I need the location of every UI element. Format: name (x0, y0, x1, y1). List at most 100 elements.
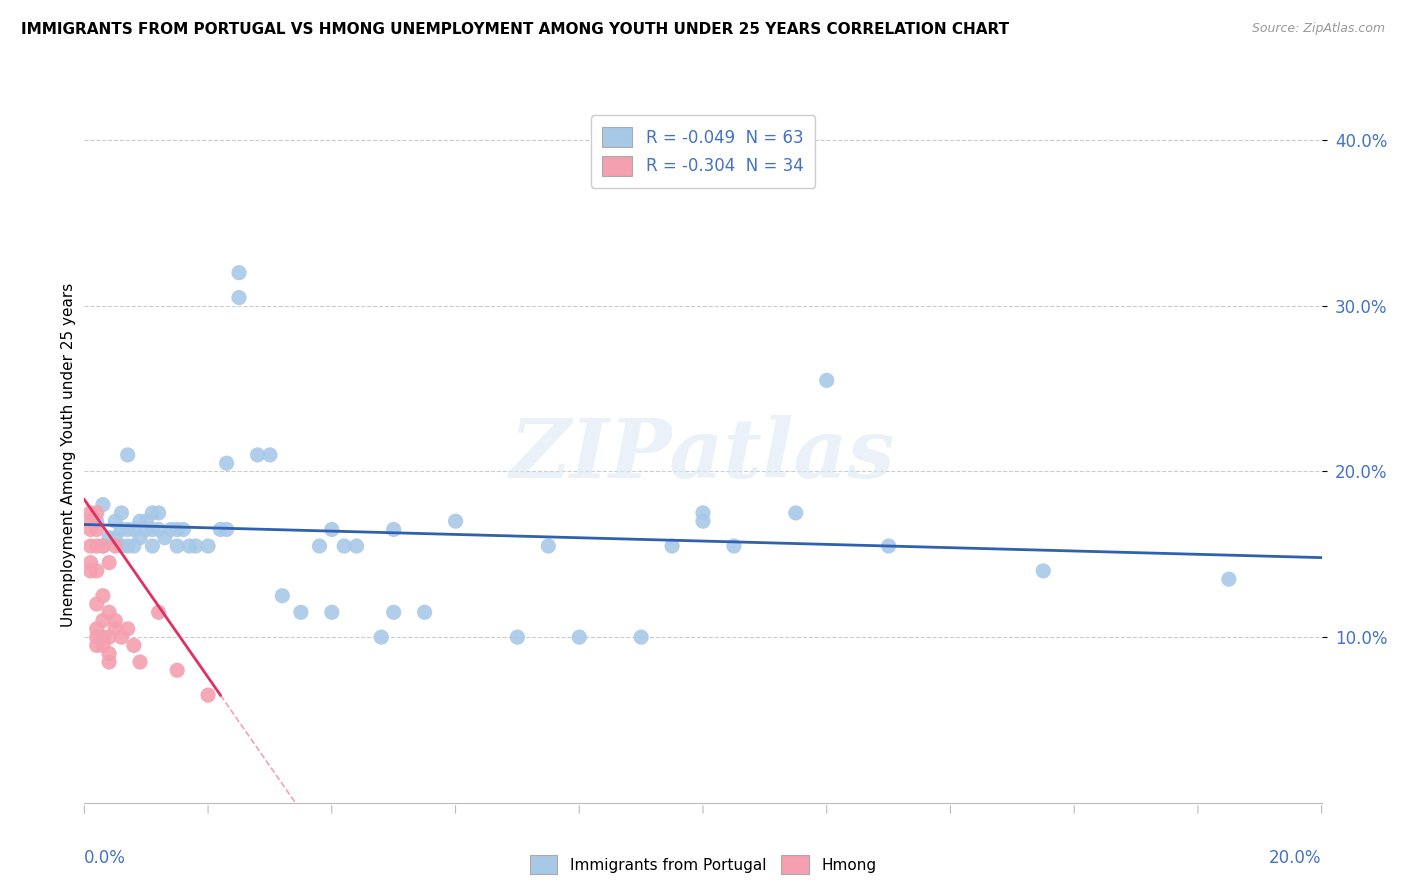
Point (444, 514, 467, 528)
Text: IMMIGRANTS FROM PORTUGAL VS HMONG UNEMPLOYMENT AMONG YOUTH UNDER 25 YEARS CORREL: IMMIGRANTS FROM PORTUGAL VS HMONG UNEMPL… (21, 22, 1010, 37)
Point (537, 539, 560, 553)
Legend: Immigrants from Portugal, Hmong: Immigrants from Portugal, Hmong (523, 849, 883, 880)
Point (110, 630, 132, 644)
Point (98, 647, 121, 661)
Point (568, 630, 591, 644)
Point (661, 539, 683, 553)
Point (91, 589, 114, 603)
Point (91, 630, 114, 644)
Point (321, 523, 343, 537)
Point (79, 514, 101, 528)
Point (148, 605, 170, 619)
Point (209, 523, 232, 537)
Point (166, 663, 188, 677)
Text: ZIPatlas: ZIPatlas (510, 415, 896, 495)
Point (110, 523, 132, 537)
Point (370, 630, 392, 644)
Point (91, 539, 114, 553)
Point (141, 506, 163, 520)
Point (382, 523, 405, 537)
Point (197, 539, 219, 553)
Point (104, 531, 127, 545)
Point (122, 639, 145, 653)
Point (815, 373, 838, 387)
Point (153, 531, 176, 545)
Legend: R = -0.049  N = 63, R = -0.304  N = 34: R = -0.049 N = 63, R = -0.304 N = 34 (591, 115, 815, 187)
Point (79, 506, 101, 520)
Point (91, 539, 114, 553)
Point (86, 564, 108, 578)
Text: Source: ZipAtlas.com: Source: ZipAtlas.com (1251, 22, 1385, 36)
Point (86, 622, 108, 636)
Point (122, 523, 145, 537)
Text: 20.0%: 20.0% (1270, 849, 1322, 867)
Point (98, 655, 121, 669)
Point (630, 630, 652, 644)
Point (117, 539, 139, 553)
Point (117, 523, 139, 537)
Point (246, 448, 269, 462)
Point (506, 630, 529, 644)
Point (877, 539, 900, 553)
Point (104, 514, 127, 528)
Point (184, 539, 207, 553)
Point (692, 514, 714, 528)
Point (346, 539, 368, 553)
Point (104, 622, 127, 636)
Point (91, 498, 114, 512)
Point (98, 630, 121, 644)
Point (141, 539, 163, 553)
Point (215, 523, 238, 537)
Point (79, 539, 101, 553)
Point (129, 655, 152, 669)
Point (129, 531, 152, 545)
Point (321, 605, 343, 619)
Point (785, 506, 807, 520)
Point (91, 614, 114, 628)
Point (166, 523, 188, 537)
Point (86, 630, 108, 644)
Point (179, 539, 201, 553)
Point (117, 448, 139, 462)
Point (259, 448, 281, 462)
Point (110, 506, 132, 520)
Point (86, 523, 108, 537)
Point (86, 539, 108, 553)
Point (382, 605, 405, 619)
Point (160, 523, 183, 537)
Point (333, 539, 356, 553)
Point (104, 539, 127, 553)
Point (141, 523, 163, 537)
Point (129, 514, 152, 528)
Point (79, 556, 101, 570)
Point (110, 539, 132, 553)
Point (166, 539, 188, 553)
Point (172, 523, 194, 537)
Point (91, 639, 114, 653)
Text: 0.0%: 0.0% (84, 849, 127, 867)
Point (135, 514, 157, 528)
Point (86, 597, 108, 611)
Point (1032, 564, 1054, 578)
Point (135, 523, 157, 537)
Point (104, 614, 127, 628)
Point (79, 523, 101, 537)
Point (692, 506, 714, 520)
Point (308, 539, 330, 553)
Point (148, 506, 170, 520)
Point (413, 605, 436, 619)
Point (79, 564, 101, 578)
Point (271, 589, 294, 603)
Point (98, 556, 121, 570)
Point (86, 514, 108, 528)
Point (228, 266, 250, 280)
Point (122, 539, 145, 553)
Point (148, 523, 170, 537)
Point (723, 539, 745, 553)
Point (290, 605, 312, 619)
Point (98, 605, 121, 619)
Point (86, 639, 108, 653)
Point (1218, 572, 1240, 586)
Point (98, 531, 121, 545)
Y-axis label: Unemployment Among Youth under 25 years: Unemployment Among Youth under 25 years (60, 283, 76, 627)
